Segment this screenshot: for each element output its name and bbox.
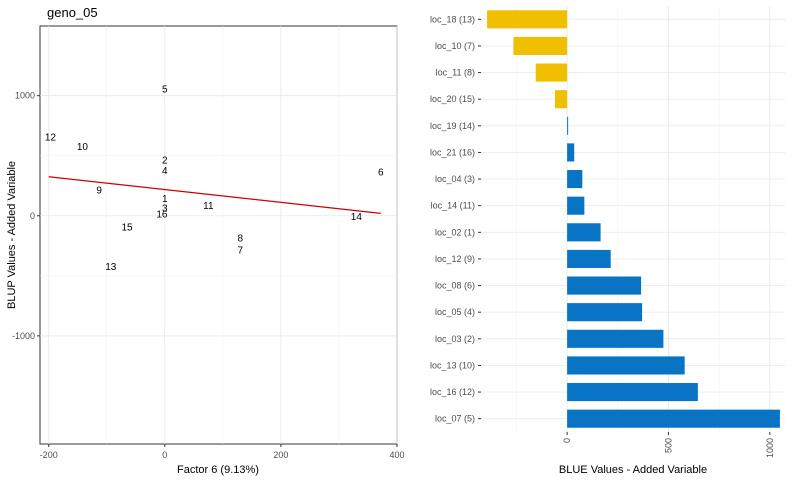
x-tick-label: 400 xyxy=(389,450,404,460)
y-tick-label: 0 xyxy=(30,211,35,221)
bar xyxy=(567,276,642,295)
bar-category-label: loc_08 (6) xyxy=(435,281,475,291)
bar xyxy=(554,90,568,109)
y-tick-label: 1000 xyxy=(15,91,35,101)
bar-category-label: loc_21 (16) xyxy=(430,147,475,157)
bar xyxy=(567,383,698,402)
scatter-point-label: 10 xyxy=(77,142,89,153)
scatter-grid xyxy=(40,26,398,444)
x-tick-label: 0 xyxy=(162,450,167,460)
bar-category-label: loc_03 (2) xyxy=(435,334,475,344)
scatter-point-label: 1 xyxy=(162,194,168,205)
bar-category-label: loc_13 (10) xyxy=(430,360,475,370)
bar xyxy=(567,249,611,268)
x-tick-label: 500 xyxy=(663,438,673,453)
scatter-y-axis-title: BLUP Values - Added Variable xyxy=(6,161,18,309)
bar-category-label: loc_12 (9) xyxy=(435,254,475,264)
bar-category-label: loc_11 (8) xyxy=(436,68,475,78)
bar xyxy=(567,329,664,348)
bar-panel: loc_18 (13) loc_10 (7) loc_11 (8) loc_20 (1… xyxy=(430,6,785,476)
scatter-point-label: 7 xyxy=(237,245,243,256)
bar xyxy=(567,409,780,428)
regression-line xyxy=(48,176,381,214)
bar xyxy=(567,143,575,162)
scatter-point-label: 2 xyxy=(162,155,168,166)
bar-category-label: loc_18 (13) xyxy=(430,14,475,24)
x-tick-label: 1000 xyxy=(765,438,775,458)
x-tick-label: 200 xyxy=(273,450,288,460)
bar-series xyxy=(487,10,780,428)
x-tick-label: -200 xyxy=(40,450,58,460)
scatter-point-label: 11 xyxy=(203,201,214,212)
bar-x-ticks: 0 500 1000 xyxy=(562,432,775,458)
scatter-point-label: 4 xyxy=(162,166,168,177)
scatter-x-ticks: -200 0 200 400 xyxy=(40,444,405,460)
scatter-point-label: 8 xyxy=(237,233,243,244)
scatter-point-label: 16 xyxy=(156,209,168,220)
bar-category-label: loc_05 (4) xyxy=(435,307,475,317)
bar xyxy=(567,170,583,189)
bar-category-label: loc_07 (5) xyxy=(435,414,475,424)
scatter-point-label: 15 xyxy=(122,223,134,234)
bar-category-label: loc_10 (7) xyxy=(435,41,475,51)
bar xyxy=(513,36,568,55)
scatter-y-ticks: -1000 0 1000 xyxy=(12,91,40,341)
bar-category-label: loc_04 (3) xyxy=(435,174,475,184)
scatter-point-label: 9 xyxy=(96,185,102,196)
scatter-x-axis-title: Factor 6 (9.13%) xyxy=(177,464,259,476)
bar xyxy=(567,303,643,322)
scatter-plot-area xyxy=(39,25,398,445)
scatter-point-label: 13 xyxy=(105,262,117,273)
scatter-point-label: 12 xyxy=(45,133,57,144)
bar-x-axis-title: BLUE Values - Added Variable xyxy=(559,464,707,476)
scatter-point-label: 6 xyxy=(378,167,384,178)
bar xyxy=(567,116,569,135)
bar xyxy=(567,356,685,375)
bar xyxy=(487,10,568,29)
scatter-point-label: 3 xyxy=(162,203,168,214)
bar-category-label: loc_19 (14) xyxy=(430,121,475,131)
bar xyxy=(567,196,585,215)
bar-category-label: loc_20 (15) xyxy=(430,94,475,104)
regression-line-group xyxy=(48,176,381,214)
bar-category-label: loc_16 (12) xyxy=(430,387,475,397)
scatter-point-label: 5 xyxy=(162,84,168,95)
bar xyxy=(567,223,601,242)
scatter-point-label: 14 xyxy=(351,212,363,223)
x-tick-label: 0 xyxy=(562,438,572,443)
y-tick-label: -1000 xyxy=(12,331,35,341)
scatter-title: geno_05 xyxy=(47,5,98,20)
bar xyxy=(535,63,568,82)
bar-category-labels: loc_18 (13) loc_10 (7) loc_11 (8) loc_20 (1… xyxy=(430,14,481,424)
bar-category-label: loc_14 (11) xyxy=(431,201,475,211)
bar-category-label: loc_02 (1) xyxy=(435,227,475,237)
